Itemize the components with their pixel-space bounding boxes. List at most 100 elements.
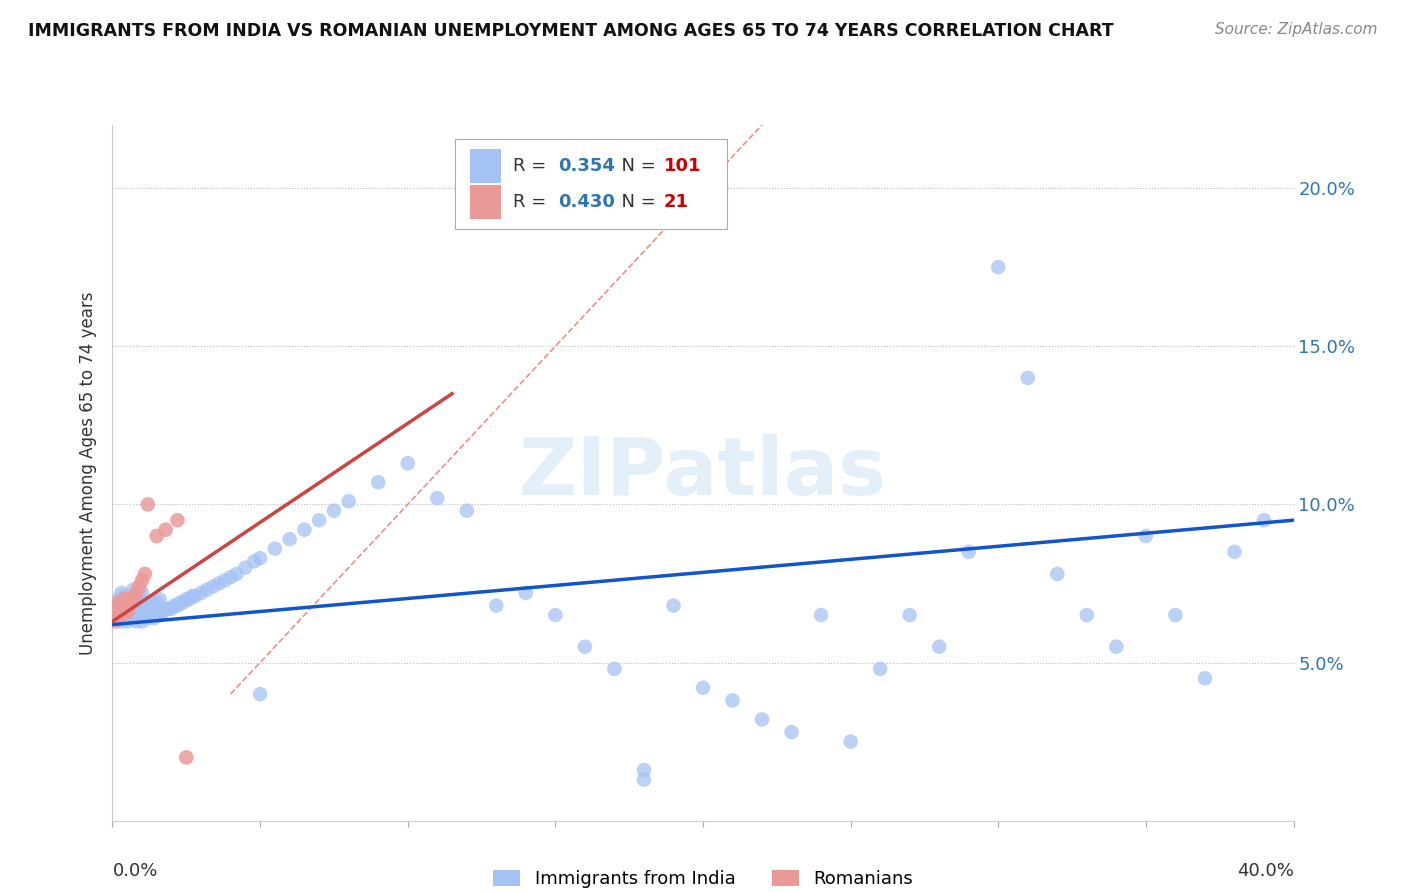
Text: N =: N =	[610, 157, 661, 175]
Point	[225, 566, 247, 581]
Point	[721, 693, 744, 707]
Point	[201, 580, 224, 594]
Point	[323, 504, 346, 518]
Point	[810, 608, 832, 623]
Point	[125, 601, 148, 615]
Point	[125, 589, 148, 603]
Point	[278, 532, 301, 546]
Point	[112, 611, 135, 625]
Point	[125, 586, 148, 600]
Point	[117, 592, 138, 607]
Point	[633, 772, 655, 787]
Point	[107, 605, 129, 619]
Point	[1076, 608, 1098, 623]
Point	[128, 611, 150, 625]
Point	[122, 592, 145, 607]
Text: 40.0%: 40.0%	[1237, 863, 1294, 880]
Point	[692, 681, 714, 695]
Point	[169, 595, 191, 609]
Point	[152, 605, 174, 619]
Point	[1046, 566, 1069, 581]
Point	[751, 713, 773, 727]
Point	[1105, 640, 1128, 654]
Point	[110, 599, 132, 613]
Point	[136, 611, 159, 625]
Point	[142, 611, 165, 625]
Text: 101: 101	[664, 157, 702, 175]
Point	[243, 554, 266, 568]
Point	[172, 595, 194, 609]
Text: 0.430: 0.430	[558, 193, 614, 211]
Point	[139, 595, 162, 609]
FancyBboxPatch shape	[471, 149, 501, 184]
Point	[1164, 608, 1187, 623]
Point	[131, 574, 153, 588]
Point	[208, 576, 231, 591]
Point	[264, 541, 287, 556]
Point	[120, 589, 142, 603]
Point	[219, 570, 242, 584]
Point	[174, 592, 197, 607]
Point	[1194, 671, 1216, 685]
Point	[160, 601, 183, 615]
Point	[155, 601, 177, 615]
Point	[367, 475, 389, 490]
Point	[898, 608, 921, 623]
Point	[928, 640, 950, 654]
Point	[214, 574, 236, 588]
Point	[1253, 513, 1275, 527]
Text: R =: R =	[513, 157, 551, 175]
Point	[117, 615, 138, 629]
Point	[780, 725, 803, 739]
Point	[146, 608, 169, 623]
Point	[233, 560, 256, 574]
Point	[603, 662, 626, 676]
Point	[104, 601, 127, 615]
Point	[110, 615, 132, 629]
Point	[107, 595, 129, 609]
Point	[174, 750, 197, 764]
Point	[662, 599, 685, 613]
Point	[1135, 529, 1157, 543]
Point	[485, 599, 508, 613]
Point	[249, 551, 271, 566]
Point	[134, 608, 156, 623]
Point	[131, 586, 153, 600]
Point	[166, 513, 188, 527]
Point	[131, 601, 153, 615]
Point	[1017, 371, 1039, 385]
Text: ZIPatlas: ZIPatlas	[519, 434, 887, 512]
Text: Source: ZipAtlas.com: Source: ZipAtlas.com	[1215, 22, 1378, 37]
Point	[122, 611, 145, 625]
Point	[155, 523, 177, 537]
Point	[122, 582, 145, 597]
Point	[120, 601, 142, 615]
Point	[308, 513, 330, 527]
Point	[104, 608, 127, 623]
Point	[125, 615, 148, 629]
Point	[146, 529, 169, 543]
Point	[181, 589, 204, 603]
Point	[1223, 545, 1246, 559]
Point	[146, 595, 169, 609]
Text: 0.0%: 0.0%	[112, 863, 157, 880]
Point	[987, 260, 1010, 275]
Point	[426, 491, 449, 505]
Text: R =: R =	[513, 193, 551, 211]
Point	[136, 497, 159, 511]
Point	[128, 586, 150, 600]
Point	[149, 608, 172, 623]
Text: IMMIGRANTS FROM INDIA VS ROMANIAN UNEMPLOYMENT AMONG AGES 65 TO 74 YEARS CORRELA: IMMIGRANTS FROM INDIA VS ROMANIAN UNEMPL…	[28, 22, 1114, 40]
Point	[107, 592, 129, 607]
Point	[544, 608, 567, 623]
Point	[117, 592, 138, 607]
Point	[117, 605, 138, 619]
Text: 21: 21	[664, 193, 689, 211]
Point	[104, 599, 127, 613]
Point	[139, 608, 162, 623]
Point	[574, 640, 596, 654]
Point	[166, 599, 188, 613]
Point	[136, 599, 159, 613]
Point	[112, 601, 135, 615]
FancyBboxPatch shape	[471, 185, 501, 219]
